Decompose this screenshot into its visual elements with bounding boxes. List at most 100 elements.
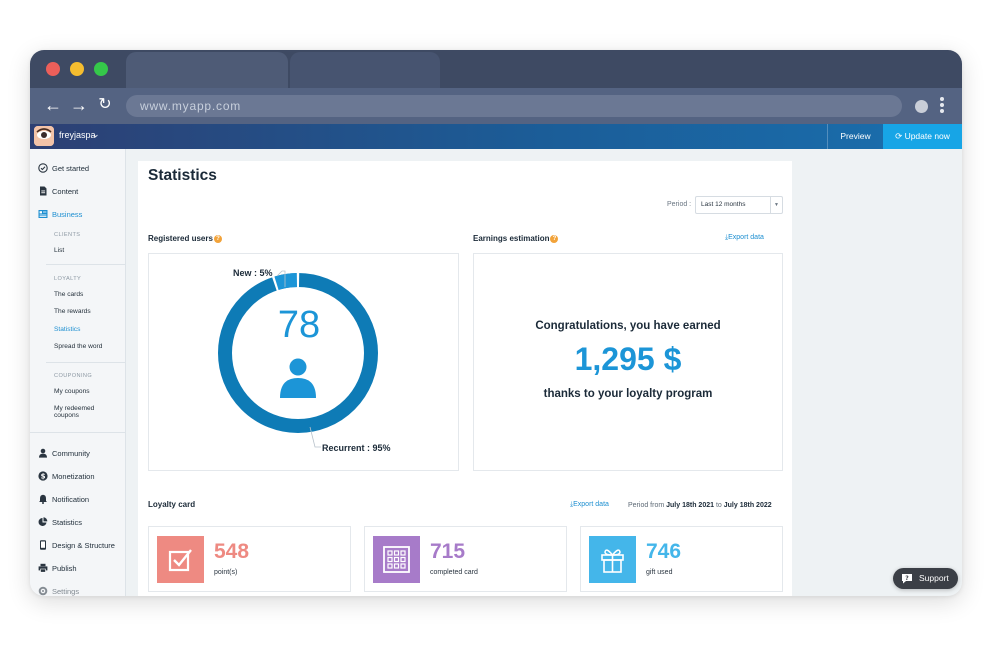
sidebar-item-label: Settings [52, 587, 80, 596]
sidebar-item-label: Get started [52, 164, 90, 173]
sidebar-item-label: Business [52, 210, 83, 219]
completed-card-label: completed card [430, 569, 478, 576]
sidebar-sub-the-rewards[interactable]: The rewards [54, 308, 91, 315]
gift-used-value: 746 [646, 540, 682, 563]
printer-icon [38, 563, 48, 573]
sidebar-item-get-started[interactable]: Get started [30, 160, 126, 178]
bell-icon [39, 494, 47, 504]
sidebar: Get started Content Business CLIENTS Lis… [30, 149, 126, 596]
browser-tab[interactable] [290, 52, 440, 88]
sidebar-item-notification[interactable]: Notification [30, 491, 126, 509]
browser-tab-active[interactable] [126, 52, 288, 88]
points-stat-card: 548 point(s) [148, 526, 351, 592]
browser-tab-strip [30, 50, 962, 88]
statistics-panel: Statistics Period : Last 12 months ▼ Reg… [138, 161, 792, 596]
users-donut-chart [218, 270, 378, 448]
reload-icon[interactable]: ↻ [98, 96, 112, 113]
sidebar-sub-my-coupons[interactable]: My coupons [54, 388, 90, 395]
period-to-word: to [715, 502, 722, 509]
username[interactable]: freyjaspa [59, 130, 96, 140]
sidebar-item-design-structure[interactable]: Design & Structure [30, 537, 126, 555]
sidebar-item-content[interactable]: Content [30, 183, 126, 201]
period-prefix: Period from [628, 502, 665, 509]
sidebar-divider [46, 362, 126, 363]
preview-button[interactable]: Preview [827, 124, 883, 149]
loyalty-caption: LOYALTY [54, 276, 82, 282]
sidebar-item-label: Notification [52, 495, 90, 504]
completed-card-value: 715 [430, 540, 466, 563]
sidebar-item-label: Content [52, 187, 79, 196]
new-segment [273, 273, 299, 291]
profile-circle-icon[interactable] [915, 100, 928, 113]
export-data-label: Export data [573, 501, 609, 508]
page-title: Statistics [148, 167, 217, 184]
sidebar-item-monetization[interactable]: $ Monetization [30, 468, 126, 486]
address-bar[interactable]: www.myapp.com [126, 95, 902, 117]
sidebar-sub-spread-the-word[interactable]: Spread the word [54, 343, 103, 350]
sidebar-divider [46, 264, 126, 265]
update-now-button[interactable]: ⟳ Update now [883, 124, 962, 149]
sidebar-item-label: Statistics [52, 518, 83, 527]
grid-card-icon [373, 536, 420, 583]
sidebar-sub-statistics[interactable]: Statistics [54, 326, 81, 333]
checkbox-icon [157, 536, 204, 583]
user-icon [280, 358, 316, 398]
earnings-card: Congratulations, you have earned 1,295 $… [473, 253, 783, 471]
completed-card-stat-card: 715 completed card [364, 526, 567, 592]
sidebar-item-label: Design & Structure [52, 541, 115, 550]
sidebar-item-publish[interactable]: Publish [30, 560, 126, 578]
sidebar-sub-list[interactable]: List [54, 247, 65, 254]
support-label: Support [919, 573, 949, 583]
period-select-value: Last 12 months [701, 201, 746, 208]
sidebar-item-label: Publish [52, 564, 77, 573]
recurrent-segment [218, 273, 378, 433]
maximize-window-icon[interactable] [94, 62, 108, 76]
avatar[interactable] [34, 126, 54, 146]
update-now-label: Update now [904, 131, 950, 141]
sidebar-divider [30, 432, 126, 433]
registered-users-title: Registered users? [148, 234, 222, 243]
new-leader-line [276, 270, 286, 287]
points-label: point(s) [214, 569, 238, 576]
help-icon[interactable]: ? [213, 235, 222, 243]
period-from: July 18th 2021 [666, 502, 715, 509]
gift-icon [589, 536, 636, 583]
sidebar-sub-label: coupons [54, 412, 79, 419]
sidebar-item-statistics[interactable]: Statistics [30, 514, 126, 532]
period-range-text: Period from July 18th 2021 to July 18th … [628, 502, 772, 509]
gift-used-label: gift used [646, 569, 673, 576]
app-header: freyjaspa ⌄ Preview ⟳ Update now [30, 124, 962, 149]
loyalty-card-title: Loyalty card [148, 500, 196, 509]
svg-text:?: ? [905, 575, 909, 582]
forward-arrow-icon[interactable]: → [70, 95, 88, 115]
registered-users-card: 78 New : 5% Recurrent : 95% [148, 253, 459, 471]
svg-text:$: $ [41, 473, 46, 481]
back-arrow-icon[interactable]: ← [44, 95, 62, 115]
couponing-caption: COUPONING [54, 373, 93, 379]
sidebar-item-label: Community [52, 449, 90, 458]
export-data-link[interactable]: ⤓Export data [725, 234, 764, 242]
kebab-menu-icon[interactable] [938, 97, 946, 117]
close-window-icon[interactable] [46, 62, 60, 76]
user-icon [39, 448, 47, 458]
support-button[interactable]: ? Support [893, 568, 958, 589]
sidebar-item-settings[interactable]: Settings [30, 583, 126, 596]
browser-window: ← → ↻ www.myapp.com freyjaspa ⌄ Preview … [30, 50, 962, 596]
sidebar-sub-my-redeemed-coupons[interactable]: My redeemed coupons [54, 405, 94, 419]
registered-users-label: Registered users [148, 234, 213, 243]
recurrent-users-label: Recurrent : 95% [322, 443, 391, 453]
period-select[interactable]: Last 12 months ▼ [695, 196, 783, 214]
earnings-congrats-text: Congratulations, you have earned [535, 320, 721, 332]
minimize-window-icon[interactable] [70, 62, 84, 76]
period-to: July 18th 2022 [723, 502, 772, 509]
clients-caption: CLIENTS [54, 232, 81, 238]
sidebar-sub-the-cards[interactable]: The cards [54, 291, 84, 298]
chevron-down-icon[interactable]: ⌄ [92, 129, 100, 139]
sidebar-item-community[interactable]: Community [30, 445, 126, 463]
earnings-thanks-text: thanks to your loyalty program [543, 388, 713, 400]
export-data-link[interactable]: ⤓Export data [570, 501, 609, 509]
sidebar-item-business[interactable]: Business [30, 206, 126, 224]
help-icon[interactable]: ? [550, 235, 559, 243]
chat-bubble-icon: ? [902, 574, 912, 584]
browser-toolbar: ← → ↻ www.myapp.com [30, 88, 962, 124]
